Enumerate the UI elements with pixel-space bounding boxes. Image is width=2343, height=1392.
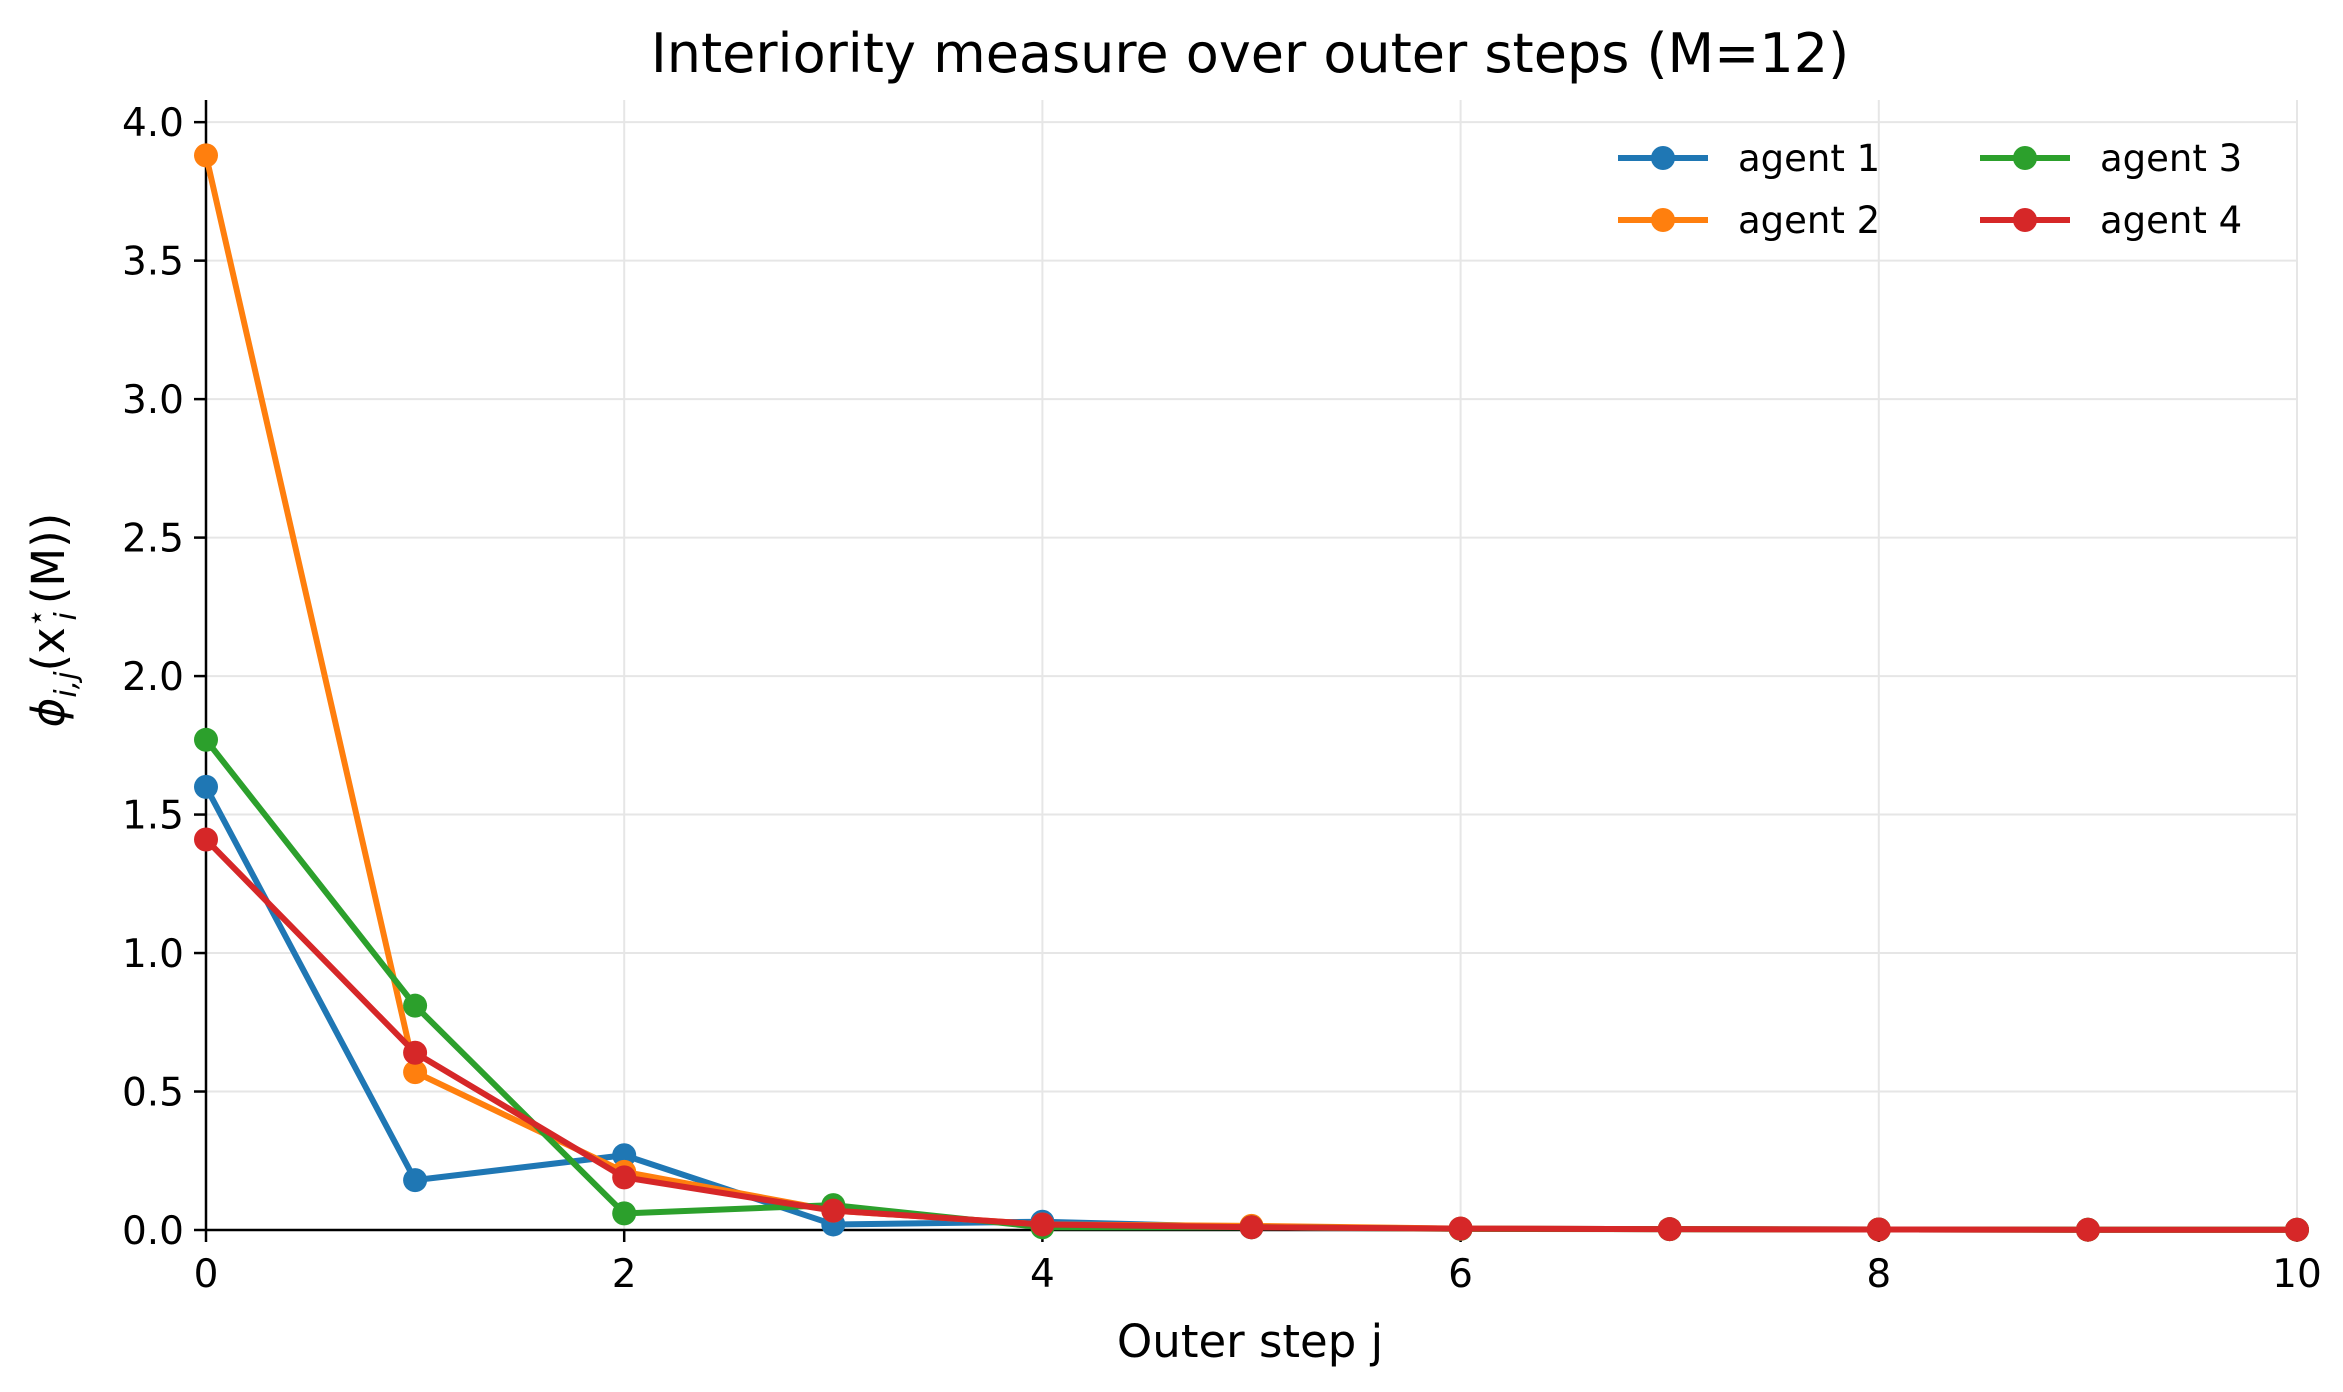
data-point — [1866, 1217, 1891, 1242]
series-line — [203, 783, 2300, 1233]
y-tick-label: 0.0 — [122, 1209, 184, 1254]
y-axis-label-sub2: i — [49, 611, 84, 620]
legend-item: agent 2 — [1618, 199, 1880, 242]
tick-labels: 0 2 4 6 8 10 0.0 0.5 1.0 1.5 2.0 2.5 3.0 3.5 4.0 — [122, 101, 2322, 1297]
series-agent-2 — [194, 143, 2309, 1242]
series-line — [203, 152, 2300, 1233]
data-point — [1448, 1216, 1473, 1241]
x-tick-label: 2 — [612, 1252, 637, 1297]
data-point — [612, 1165, 637, 1190]
legend-swatch-marker — [2013, 208, 2037, 232]
y-tick-label: 3.5 — [122, 240, 184, 285]
y-axis-label-sub: i,j — [49, 671, 84, 698]
y-tick-label: 3.0 — [122, 378, 184, 423]
legend-item: agent 1 — [1618, 137, 1880, 180]
legend-label: agent 1 — [1738, 137, 1880, 180]
legend-swatch-marker — [1651, 146, 1675, 170]
chart-title: Interiority measure over outer steps (M=… — [651, 22, 1849, 85]
y-axis-label: ϕi,j(x⋆i (M)) — [19, 513, 84, 728]
series-line — [203, 836, 2300, 1233]
data-point — [2075, 1217, 2100, 1242]
legend-label: agent 3 — [2100, 137, 2242, 180]
series-group — [194, 143, 2309, 1242]
axes — [194, 100, 2299, 1242]
legend-swatch-marker — [1651, 208, 1675, 232]
y-axis-label-phi: ϕ — [22, 698, 75, 728]
legend-item: agent 3 — [1980, 137, 2242, 180]
data-point — [821, 1198, 846, 1223]
data-point — [1657, 1217, 1682, 1242]
x-axis-label: Outer step j — [1117, 1315, 1383, 1368]
x-tick-label: 6 — [1448, 1252, 1473, 1297]
x-tick-label: 4 — [1030, 1252, 1055, 1297]
legend-label: agent 4 — [2100, 199, 2242, 242]
series-agent-4 — [194, 827, 2309, 1242]
data-point — [403, 1040, 428, 1065]
data-point — [403, 993, 428, 1018]
data-point — [1030, 1212, 1055, 1237]
data-point — [194, 774, 218, 799]
y-tick-label: 1.0 — [122, 932, 184, 977]
grid — [205, 100, 2298, 1231]
x-tick-label: 0 — [194, 1252, 219, 1297]
series-line — [203, 736, 2300, 1233]
data-point — [194, 727, 218, 752]
y-tick-label: 2.5 — [122, 517, 184, 562]
y-axis-label-open: (x — [22, 627, 75, 671]
data-point — [1239, 1215, 1264, 1240]
legend-label: agent 2 — [1738, 199, 1880, 242]
data-point — [612, 1143, 637, 1168]
y-axis-label-star: ⋆ — [19, 608, 54, 627]
y-tick-label: 0.5 — [122, 1071, 184, 1116]
legend-swatch-marker — [2013, 146, 2037, 170]
data-point — [2285, 1217, 2309, 1242]
series-agent-1 — [194, 774, 2309, 1242]
y-tick-label: 4.0 — [122, 101, 184, 146]
y-tick-label: 1.5 — [122, 794, 184, 839]
data-point — [194, 827, 218, 852]
series-agent-3 — [194, 727, 2309, 1242]
legend-item: agent 4 — [1980, 199, 2242, 242]
y-axis-label-close: (M)) — [22, 513, 75, 605]
data-point — [403, 1060, 428, 1085]
x-tick-label: 8 — [1866, 1252, 1891, 1297]
legend: agent 1 agent 2 agent 3 agent 4 — [1618, 137, 2242, 242]
x-tick-label: 10 — [2272, 1252, 2322, 1297]
data-point — [612, 1201, 637, 1226]
y-tick-label: 2.0 — [122, 655, 184, 700]
data-point — [403, 1168, 428, 1193]
data-point — [194, 143, 218, 168]
